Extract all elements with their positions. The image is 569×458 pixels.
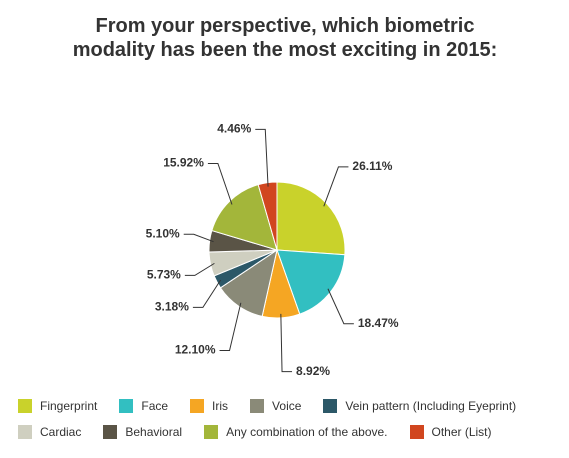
legend-label: Fingerprint	[40, 399, 98, 413]
data-label: 5.10%	[146, 226, 180, 240]
legend-swatch	[409, 425, 424, 439]
leader-line	[183, 233, 214, 243]
legend-item: Iris	[190, 398, 228, 414]
legend-label: Cardiac	[40, 425, 82, 439]
legend-label: Vein pattern (Including Eyeprint)	[345, 399, 517, 413]
pie-slice	[211, 184, 278, 251]
chart-title: From your perspective, which biometric m…	[72, 15, 498, 61]
chart: 26.11% 18.47% 8.92% 12.10% 3.18% 5.73% 5.10% 15…	[146, 122, 399, 378]
leader-line	[280, 313, 293, 373]
leader-line	[255, 128, 269, 187]
legend-swatch	[18, 399, 32, 413]
leader-line	[207, 162, 233, 205]
data-label: 18.47%	[358, 316, 399, 330]
data-label: 4.46%	[217, 122, 251, 136]
leader-line	[323, 166, 349, 207]
legend-swatch	[190, 399, 205, 413]
legend-swatch	[18, 425, 32, 439]
legend-swatch	[119, 399, 134, 413]
leader-line	[219, 302, 242, 351]
data-label: 5.73%	[147, 268, 181, 282]
legend-swatch	[250, 399, 265, 413]
legend-item: Any combination of the above.	[204, 424, 388, 440]
legend-item: Behavioral	[103, 424, 182, 440]
legend-item: Cardiac	[18, 424, 81, 440]
legend-label: Iris	[212, 399, 229, 413]
legend-label: Voice	[272, 399, 302, 413]
data-label: 8.92%	[296, 364, 330, 378]
legend-swatch	[204, 425, 219, 439]
leader-line	[184, 262, 215, 276]
legend-label: Any combination of the above.	[226, 425, 388, 439]
legend-item: Fingerprint	[18, 398, 97, 414]
legend-label: Face	[141, 399, 169, 413]
legend-item: Face	[119, 398, 168, 414]
data-label: 3.18%	[155, 300, 189, 314]
data-label: 12.10%	[175, 343, 216, 357]
pie-slice	[276, 249, 346, 315]
legend-item: Vein pattern (Including Eyeprint)	[323, 398, 516, 414]
leader-line	[327, 288, 354, 325]
pie-slice	[276, 181, 346, 256]
data-label: 26.11%	[352, 159, 392, 173]
legend-label: Other (List)	[431, 425, 492, 439]
legend-item: Voice	[250, 398, 301, 414]
legend-label: Behavioral	[125, 425, 183, 439]
legend: Fingerprint Face Iris Voice Vein pattern (In…	[18, 398, 563, 440]
legend-item: Other (List)	[409, 424, 492, 440]
data-label: 15.92%	[163, 156, 204, 170]
legend-swatch	[103, 425, 118, 439]
legend-swatch	[323, 399, 338, 413]
leader-line	[192, 279, 221, 308]
